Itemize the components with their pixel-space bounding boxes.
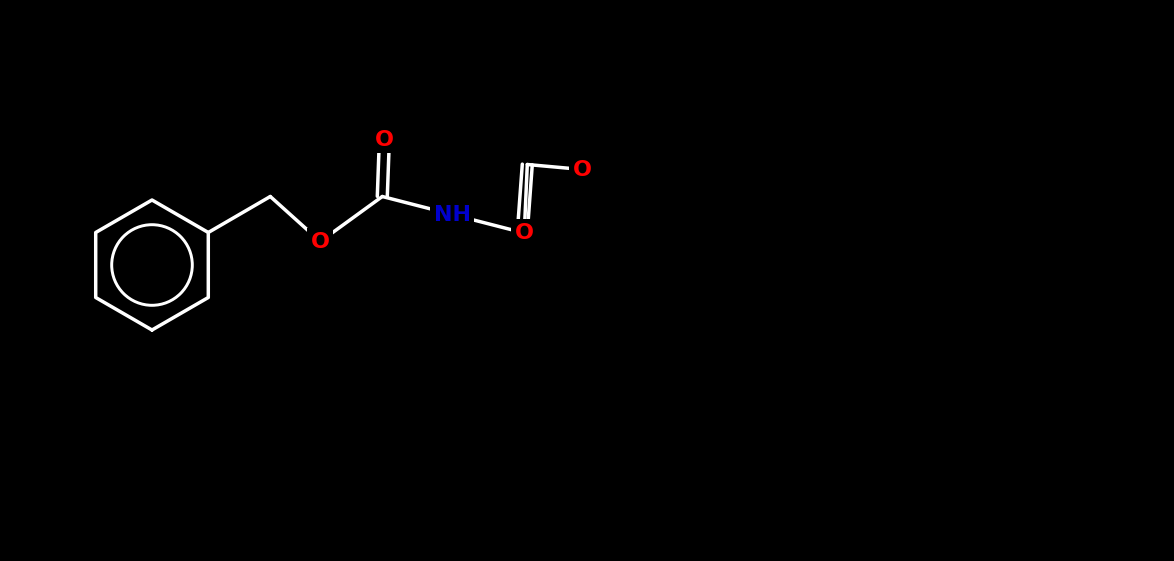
Text: O: O bbox=[375, 130, 393, 149]
Text: O: O bbox=[573, 159, 592, 180]
Text: NH: NH bbox=[433, 205, 471, 224]
Text: O: O bbox=[311, 232, 330, 251]
Text: O: O bbox=[514, 223, 534, 242]
